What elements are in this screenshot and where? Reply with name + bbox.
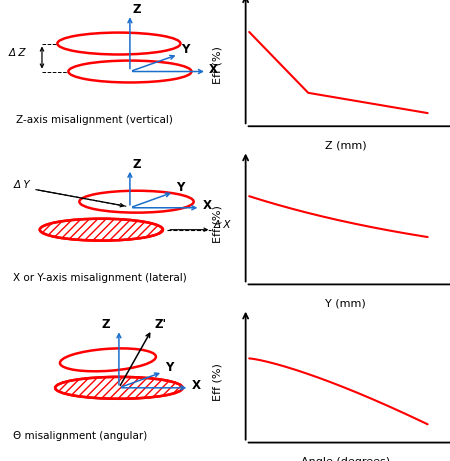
Text: Y: Y [165, 361, 173, 374]
Text: X: X [209, 63, 218, 76]
Text: Eff (%): Eff (%) [213, 363, 223, 401]
Text: Δ X: Δ X [213, 220, 231, 230]
Text: Z': Z' [154, 318, 166, 331]
Text: Y: Y [182, 43, 190, 56]
Text: Angle (degrees): Angle (degrees) [301, 457, 390, 461]
Text: Z: Z [132, 158, 140, 171]
Text: Δ Y: Δ Y [14, 180, 30, 190]
Text: Θ misalignment (angular): Θ misalignment (angular) [14, 431, 148, 441]
Text: Eff (%): Eff (%) [213, 205, 223, 242]
Text: Δ Z: Δ Z [9, 48, 27, 58]
Text: Z (mm): Z (mm) [325, 141, 366, 151]
Text: Y (mm): Y (mm) [325, 299, 366, 309]
Text: Z: Z [132, 3, 140, 16]
Text: Z: Z [101, 318, 110, 331]
Text: Eff (%): Eff (%) [213, 47, 223, 84]
Text: X: X [202, 199, 211, 212]
Text: X: X [191, 379, 200, 392]
Text: Y: Y [176, 181, 184, 194]
Text: Z-axis misalignment (vertical): Z-axis misalignment (vertical) [16, 115, 172, 124]
Text: X or Y-axis misalignment (lateral): X or Y-axis misalignment (lateral) [14, 273, 187, 283]
